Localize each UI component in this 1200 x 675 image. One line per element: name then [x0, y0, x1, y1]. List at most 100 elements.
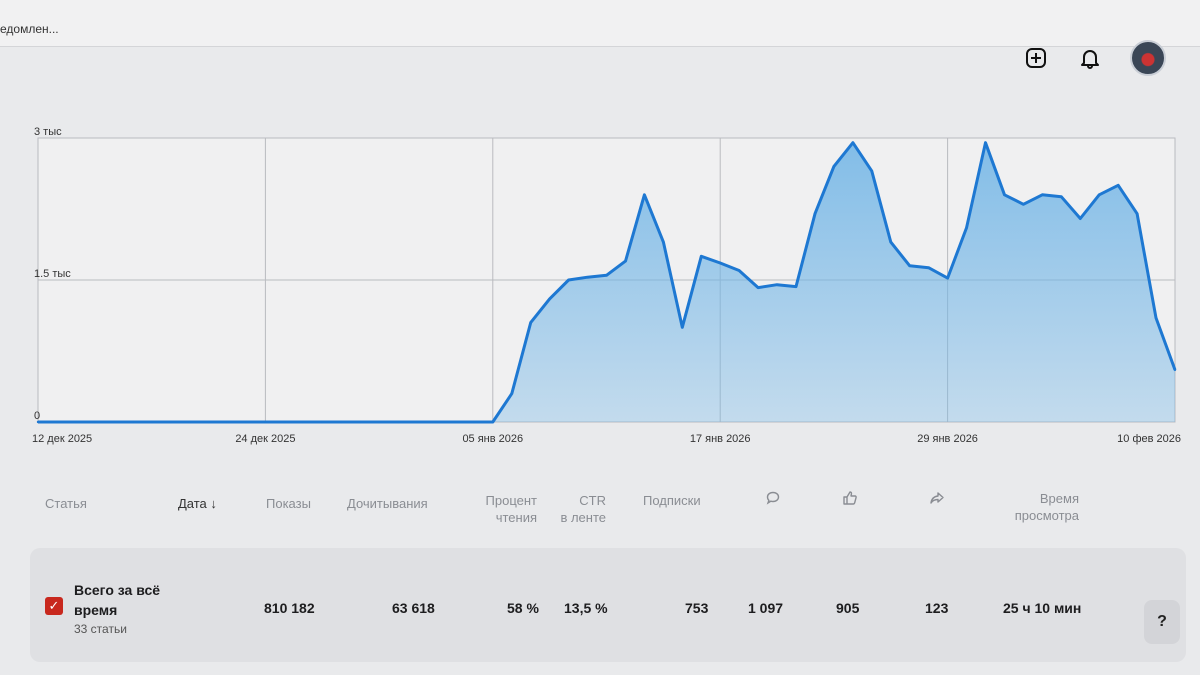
data-point [207, 420, 210, 424]
data-point [93, 420, 97, 424]
header-reads[interactable]: Дочитывания [347, 496, 428, 511]
data-point [851, 141, 855, 144]
data-point [55, 420, 59, 424]
data-point [1003, 193, 1006, 196]
data-point [434, 420, 438, 424]
data-point [358, 420, 362, 424]
data-point [169, 420, 172, 424]
x-tick-label: 05 янв 2026 [462, 433, 523, 445]
data-point [1041, 193, 1044, 196]
data-point [908, 264, 911, 267]
data-point [700, 255, 703, 258]
total-ctr: 13,5 % [564, 600, 608, 616]
total-shares: 123 [925, 600, 949, 616]
header-subscriptions[interactable]: Подписки [643, 493, 701, 508]
data-point [74, 420, 78, 424]
data-point [453, 420, 457, 424]
header-ctr[interactable]: CTR в ленте [545, 492, 606, 526]
data-point [245, 420, 248, 424]
data-point [946, 276, 949, 280]
data-point [396, 420, 400, 424]
data-point [1060, 195, 1063, 198]
y-tick-label: 3 тыс [34, 126, 62, 138]
data-point [226, 420, 229, 424]
header-actions [1022, 40, 1166, 76]
total-subscriptions: 753 [685, 600, 709, 616]
like-icon[interactable] [842, 490, 858, 510]
data-point [870, 169, 873, 173]
data-point [643, 193, 646, 196]
total-view-time: 25 ч 10 мин [1003, 600, 1082, 616]
share-icon[interactable] [929, 490, 945, 510]
plus-square-icon[interactable] [1022, 44, 1050, 72]
data-point [737, 269, 741, 272]
views-chart: 3 тыс 1.5 тыс 0 12 дек 2025 24 дек 2025 05 ян… [0, 100, 1200, 460]
tab-title[interactable]: едомлен... [0, 22, 59, 36]
data-point [548, 297, 551, 301]
data-point [188, 420, 191, 424]
data-point [510, 392, 513, 395]
data-point [775, 283, 779, 286]
data-point [472, 420, 476, 424]
data-point [1116, 184, 1120, 187]
data-point [1022, 203, 1025, 206]
avatar[interactable] [1130, 40, 1166, 76]
header-read-percent[interactable]: Процент чтения [470, 492, 537, 526]
bell-icon[interactable] [1076, 44, 1104, 72]
data-point [377, 420, 381, 424]
data-point [832, 165, 836, 168]
chart-svg: 3 тыс 1.5 тыс 0 12 дек 2025 24 дек 2025 05 ян… [32, 126, 1181, 445]
data-point [662, 240, 665, 244]
y-tick-label: 1.5 тыс [34, 268, 71, 280]
header-article[interactable]: Статья [45, 496, 87, 511]
header-ctr-line2: в ленте [560, 510, 606, 525]
data-point [586, 275, 589, 279]
x-tick-label: 12 дек 2025 [32, 433, 92, 445]
header-read-percent-line1: Процент [485, 493, 537, 508]
data-point [984, 141, 987, 144]
data-point [624, 259, 627, 263]
data-point [340, 420, 343, 424]
data-point [321, 420, 324, 424]
data-point [965, 226, 968, 230]
data-point [756, 286, 760, 289]
total-checkbox[interactable]: ✓ [45, 597, 63, 615]
data-point [1079, 217, 1082, 220]
header-view-time[interactable]: Время просмотра [1000, 490, 1079, 524]
series-area [38, 142, 1175, 422]
header-impressions[interactable]: Показы [266, 496, 311, 511]
total-title: Всего за всё время [74, 582, 161, 618]
help-button[interactable]: ? [1144, 600, 1180, 644]
header-read-percent-line2: чтения [495, 510, 537, 525]
data-point [491, 420, 494, 424]
data-point [927, 266, 930, 269]
total-read-percent: 58 % [507, 600, 539, 616]
data-point [283, 420, 286, 424]
x-tick-label: 24 дек 2025 [235, 433, 295, 445]
data-point [1135, 212, 1139, 215]
data-point [264, 420, 267, 424]
data-point [719, 261, 722, 265]
header-date-sort[interactable]: Дата ↓ [178, 496, 217, 511]
total-impressions: 810 182 [264, 600, 315, 616]
data-point [529, 321, 532, 324]
data-point [36, 420, 40, 424]
total-reads: 63 618 [392, 600, 435, 616]
comment-icon[interactable] [765, 490, 781, 510]
data-point [131, 420, 134, 424]
data-point [1154, 316, 1158, 320]
y-tick-label: 0 [34, 410, 40, 422]
table-header: Статья Дата ↓ Показы Дочитывания Процент… [0, 488, 1200, 534]
data-point [794, 285, 798, 288]
header-ctr-line1: CTR [579, 493, 606, 508]
x-tick-label: 29 янв 2026 [917, 433, 978, 445]
data-point [605, 274, 608, 277]
data-point [302, 420, 305, 424]
total-row: ✓ Всего за всё время 33 статьи 810 182 6… [30, 548, 1186, 662]
browser-bar: едомлен... [0, 0, 1200, 47]
data-point [150, 420, 153, 424]
data-point [1098, 193, 1101, 196]
data-point [112, 420, 116, 424]
data-point [415, 420, 419, 424]
data-point [1173, 368, 1177, 372]
